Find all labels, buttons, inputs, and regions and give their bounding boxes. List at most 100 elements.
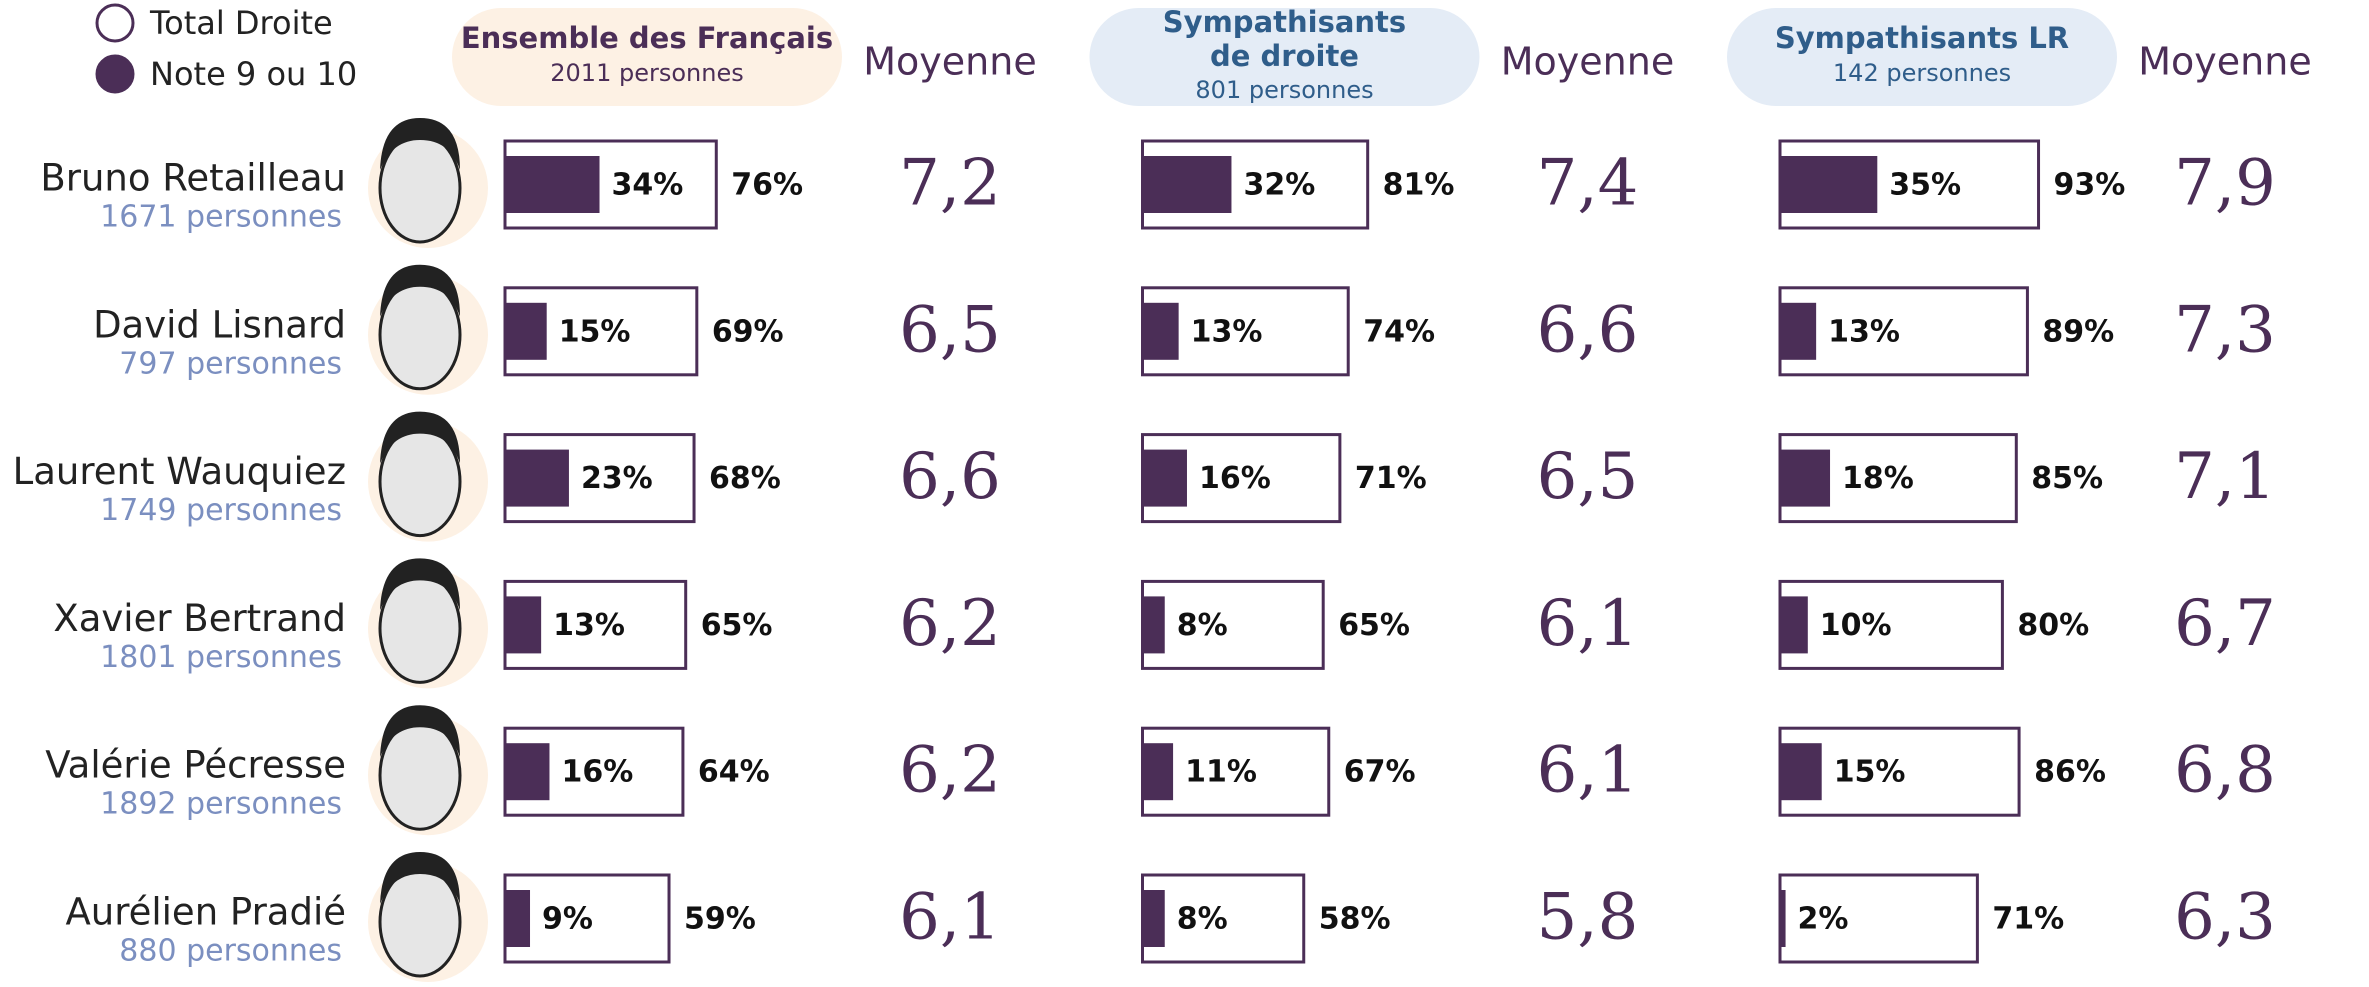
- candidate-name: Aurélien Pradié: [65, 891, 346, 934]
- bar-top-label: 8%: [1177, 902, 1228, 937]
- panel-subtitle: 142 personnes: [1833, 59, 2011, 87]
- bar-total-label: 65%: [701, 608, 773, 643]
- bar-top-label: 13%: [1828, 314, 1900, 349]
- mean-value: 6,1: [899, 881, 1001, 955]
- bar-top: [1780, 302, 1817, 360]
- bar-top-label: 10%: [1820, 608, 1892, 643]
- bar-total-label: 74%: [1363, 314, 1435, 349]
- bar-total-label: 65%: [1338, 608, 1410, 643]
- mean-value: 6,8: [2174, 734, 2276, 808]
- bar-top: [1780, 890, 1786, 947]
- bar-total-label: 81%: [1383, 168, 1455, 203]
- portrait-hair: [380, 852, 460, 904]
- mean-header: Moyenne: [863, 40, 1036, 84]
- bar-total-label: 64%: [698, 755, 770, 790]
- bar-total-label: 68%: [709, 461, 781, 496]
- bar-total: [1778, 579, 2004, 670]
- panel-subtitle: 2011 personnes: [550, 59, 743, 87]
- bar-top: [1780, 156, 1878, 213]
- panel-title: Ensemble des Français: [461, 21, 833, 55]
- candidate-name: Bruno Retailleau: [40, 157, 346, 200]
- bar-top-label: 13%: [553, 608, 625, 643]
- portrait: [368, 264, 488, 395]
- portrait: [368, 118, 488, 248]
- bar-total-label: 69%: [712, 314, 784, 349]
- bar-total-label: 71%: [1992, 902, 2064, 937]
- bar-top-label: 16%: [561, 755, 633, 790]
- panel-title: Sympathisants: [1163, 5, 1406, 39]
- bar-total-label: 76%: [731, 168, 803, 203]
- portrait-hair: [380, 705, 460, 758]
- bar-top: [505, 743, 550, 801]
- bar-top: [505, 449, 569, 507]
- candidate-name: Valérie Pécresse: [45, 744, 346, 787]
- bar-total-label: 93%: [2054, 168, 2126, 203]
- candidate-name: Laurent Wauquiez: [13, 450, 346, 493]
- bar-total-label: 80%: [2017, 608, 2089, 643]
- portrait: [368, 558, 488, 689]
- bar-top-label: 18%: [1842, 461, 1914, 496]
- bar-top: [505, 156, 600, 213]
- panel-header: [1727, 8, 2117, 106]
- panel-title: de droite: [1210, 39, 1359, 73]
- candidate-count: 1892 personnes: [100, 787, 342, 822]
- portrait: [368, 411, 488, 542]
- bar-top-label: 8%: [1177, 608, 1228, 643]
- bar-top-label: 35%: [1889, 168, 1961, 203]
- mean-value: 5,8: [1537, 881, 1639, 955]
- bar-top: [1142, 890, 1165, 947]
- bar-top-label: 32%: [1243, 168, 1315, 203]
- bar-top: [1142, 449, 1187, 507]
- legend-marker: [95, 54, 135, 94]
- bar-top-label: 9%: [542, 902, 593, 937]
- bar-total-label: 85%: [2031, 461, 2103, 496]
- bar-top-label: 2%: [1798, 902, 1849, 937]
- panel-subtitle: 801 personnes: [1195, 76, 1373, 104]
- legend-label: Total Droite: [149, 4, 333, 42]
- mean-value: 6,1: [1537, 587, 1639, 661]
- bar-total-label: 86%: [2034, 755, 2106, 790]
- mean-value: 6,6: [1537, 293, 1639, 367]
- mean-value: 6,5: [899, 293, 1001, 367]
- portrait-hair: [380, 118, 460, 170]
- bar-top-label: 15%: [1834, 755, 1906, 790]
- bar-total-label: 67%: [1344, 755, 1416, 790]
- panel-header: [1089, 8, 1480, 106]
- mean-value: 7,3: [2174, 293, 2276, 367]
- bar-total: [1778, 873, 1979, 964]
- legend-marker: [95, 3, 135, 43]
- bar-total: [1141, 873, 1306, 964]
- bar-top: [1142, 596, 1165, 654]
- bar-top: [1142, 302, 1179, 360]
- candidate-count: 1671 personnes: [100, 200, 342, 235]
- bar-top: [505, 302, 547, 360]
- bar-total: [1141, 726, 1331, 817]
- bar-top: [1780, 743, 1822, 801]
- bar-top-label: 13%: [1191, 314, 1263, 349]
- bar-top: [505, 596, 542, 654]
- candidate-count: 1801 personnes: [100, 640, 342, 675]
- bar-top-label: 15%: [559, 314, 631, 349]
- bar-top-label: 16%: [1199, 461, 1271, 496]
- bar-total: [503, 139, 718, 230]
- mean-value: 7,2: [899, 147, 1001, 221]
- bar-top: [505, 890, 531, 947]
- bar-total: [503, 873, 671, 964]
- mean-value: 7,1: [2174, 440, 2276, 514]
- portrait-hair: [380, 558, 460, 611]
- candidate-name: David Lisnard: [93, 303, 346, 346]
- candidate-name: Xavier Bertrand: [53, 597, 346, 640]
- portrait-hair: [380, 264, 460, 317]
- bar-total-label: 71%: [1355, 461, 1427, 496]
- bar-total-label: 89%: [2042, 314, 2114, 349]
- mean-value: 7,9: [2174, 147, 2276, 221]
- mean-header: Moyenne: [1501, 40, 1674, 84]
- portrait-hair: [380, 411, 460, 464]
- bar-top-label: 11%: [1185, 755, 1257, 790]
- mean-value: 6,1: [1537, 734, 1639, 808]
- portrait: [368, 852, 488, 982]
- mean-value: 6,6: [899, 440, 1001, 514]
- mean-value: 6,3: [2174, 881, 2276, 955]
- bar-top-label: 34%: [612, 168, 684, 203]
- mean-value: 6,2: [899, 587, 1001, 661]
